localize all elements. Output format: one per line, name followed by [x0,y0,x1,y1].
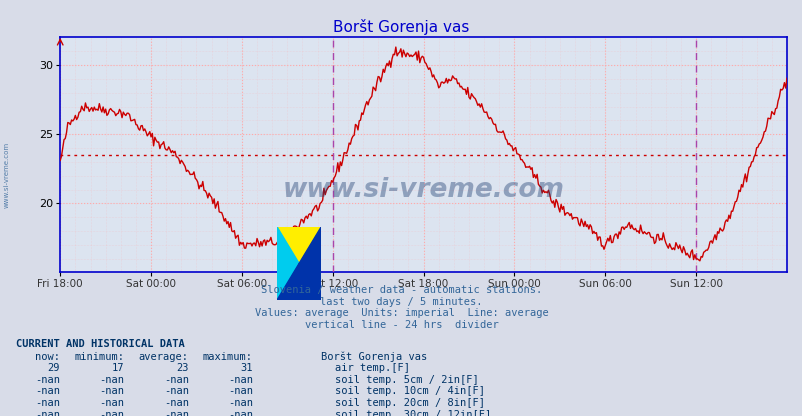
Text: now:: now: [35,352,60,362]
Text: -nan: -nan [99,386,124,396]
Text: soil temp. 30cm / 12in[F]: soil temp. 30cm / 12in[F] [334,410,491,416]
Text: Boršt Gorenja vas: Boršt Gorenja vas [333,19,469,35]
Text: 29: 29 [47,363,60,373]
Text: -nan: -nan [228,386,253,396]
Text: vertical line - 24 hrs  divider: vertical line - 24 hrs divider [304,320,498,330]
Text: www.si-vreme.com: www.si-vreme.com [3,142,10,208]
Text: last two days / 5 minutes.: last two days / 5 minutes. [320,297,482,307]
Text: soil temp. 10cm / 4in[F]: soil temp. 10cm / 4in[F] [334,386,484,396]
Text: -nan: -nan [99,375,124,385]
Text: soil temp. 20cm / 8in[F]: soil temp. 20cm / 8in[F] [334,398,484,408]
Text: -nan: -nan [35,375,60,385]
Text: soil temp. 5cm / 2in[F]: soil temp. 5cm / 2in[F] [334,375,478,385]
Text: -nan: -nan [164,410,188,416]
Text: -nan: -nan [35,410,60,416]
Text: Boršt Gorenja vas: Boršt Gorenja vas [321,352,427,362]
Text: Slovenia / weather data - automatic stations.: Slovenia / weather data - automatic stat… [261,285,541,295]
Text: -nan: -nan [35,398,60,408]
Text: -nan: -nan [99,410,124,416]
Text: -nan: -nan [228,398,253,408]
Text: -nan: -nan [228,410,253,416]
Text: -nan: -nan [164,386,188,396]
Text: 17: 17 [111,363,124,373]
Text: 23: 23 [176,363,188,373]
Text: -nan: -nan [35,386,60,396]
Polygon shape [277,227,298,300]
Text: -nan: -nan [99,398,124,408]
Text: -nan: -nan [164,398,188,408]
Polygon shape [277,263,321,300]
Text: maximum:: maximum: [203,352,253,362]
Polygon shape [298,227,321,300]
Text: -nan: -nan [228,375,253,385]
Text: Values: average  Units: imperial  Line: average: Values: average Units: imperial Line: av… [254,308,548,318]
Text: minimum:: minimum: [75,352,124,362]
Text: average:: average: [139,352,188,362]
Text: www.si-vreme.com: www.si-vreme.com [282,177,564,203]
Text: 31: 31 [240,363,253,373]
Text: -nan: -nan [164,375,188,385]
Text: CURRENT AND HISTORICAL DATA: CURRENT AND HISTORICAL DATA [16,339,184,349]
Text: air temp.[F]: air temp.[F] [334,363,409,373]
